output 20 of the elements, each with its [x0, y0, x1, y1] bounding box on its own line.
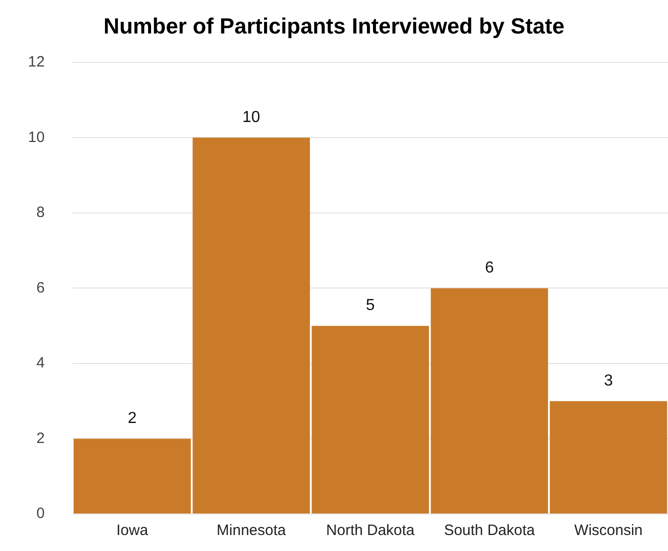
x-tick-label: Minnesota — [216, 522, 287, 540]
y-tick-label: 2 — [36, 430, 45, 447]
x-tick-label: North Dakota — [326, 522, 416, 540]
x-tick-label: Iowa — [116, 522, 149, 540]
y-tick-label: 6 — [36, 279, 45, 296]
x-tick-label: South Dakota — [444, 522, 536, 540]
data-label: 2 — [128, 410, 137, 428]
y-tick-label: 12 — [28, 54, 45, 71]
data-label: 3 — [604, 372, 614, 390]
y-tick-label: 10 — [28, 128, 45, 146]
data-label: 6 — [484, 260, 494, 277]
y-tick-label: 0 — [36, 505, 45, 522]
bar — [430, 288, 548, 514]
x-tick-label: Wisconsin — [574, 522, 643, 540]
y-tick-label: 4 — [36, 354, 45, 372]
data-label: 10 — [242, 109, 260, 126]
chart-title: Number of Participants Interviewed by State — [104, 13, 564, 38]
bar — [550, 401, 668, 514]
data-label: 5 — [366, 297, 375, 314]
y-tick-label: 8 — [36, 204, 45, 222]
